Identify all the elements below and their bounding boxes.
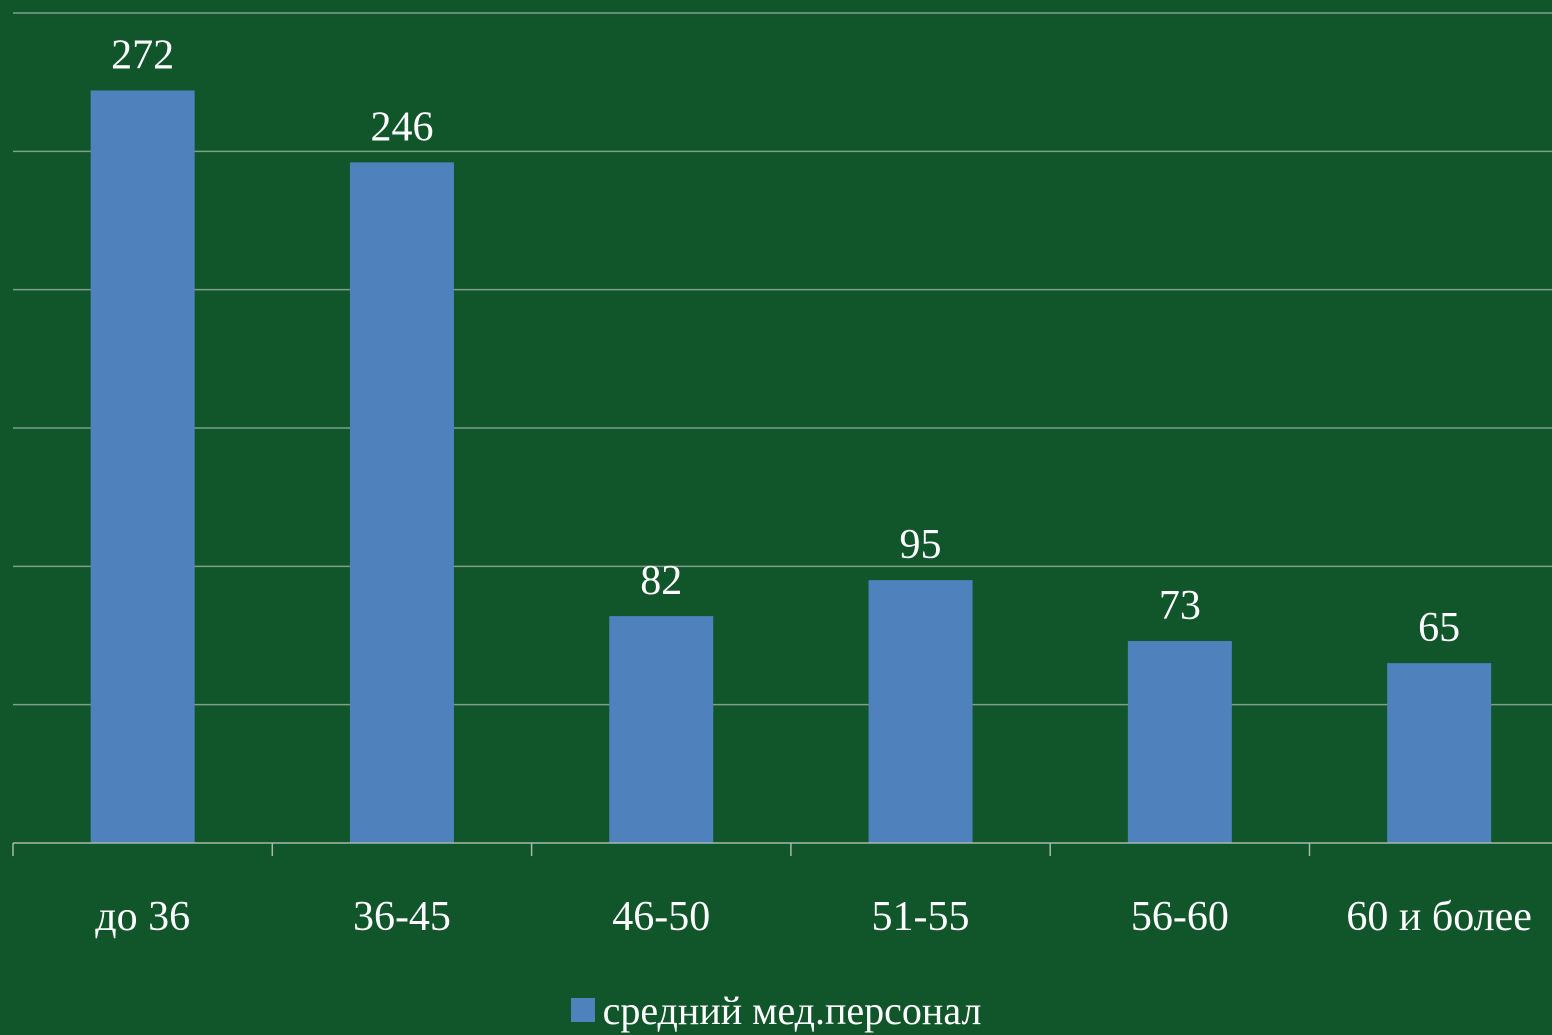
bar-2 (609, 616, 714, 843)
legend-swatch (570, 998, 595, 1022)
bars (90, 90, 1492, 843)
x-tick-label-2: 46-50 (612, 894, 710, 940)
data-label-3: 95 (900, 522, 942, 568)
x-tick-label-4: 56-60 (1131, 894, 1229, 940)
bar-3 (868, 580, 973, 843)
data-labels: 272 246 82 95 73 65 (111, 32, 1460, 651)
x-axis (12, 842, 1552, 856)
x-tick-label-3: 51-55 (872, 894, 970, 940)
bar-1 (349, 162, 454, 843)
data-label-5: 65 (1418, 605, 1460, 651)
legend: средний мед.персонал (0, 985, 1552, 1035)
bar-0 (90, 90, 195, 843)
data-label-1: 246 (370, 104, 433, 150)
legend-label: средний мед.персонал (602, 987, 982, 1033)
data-label-0: 272 (111, 32, 174, 78)
x-tick-label-1: 36-45 (353, 894, 451, 940)
data-label-4: 73 (1159, 583, 1201, 629)
x-tick-label-0: до 36 (95, 894, 190, 940)
bar-4 (1127, 641, 1232, 843)
x-tick-label-5: 60 и более (1346, 894, 1532, 940)
gridlines (13, 12, 1552, 706)
x-tick-labels: до 36 36-45 46-50 51-55 56-60 60 и более (95, 894, 1532, 940)
data-label-2: 82 (640, 558, 682, 604)
bar-5 (1387, 663, 1492, 843)
